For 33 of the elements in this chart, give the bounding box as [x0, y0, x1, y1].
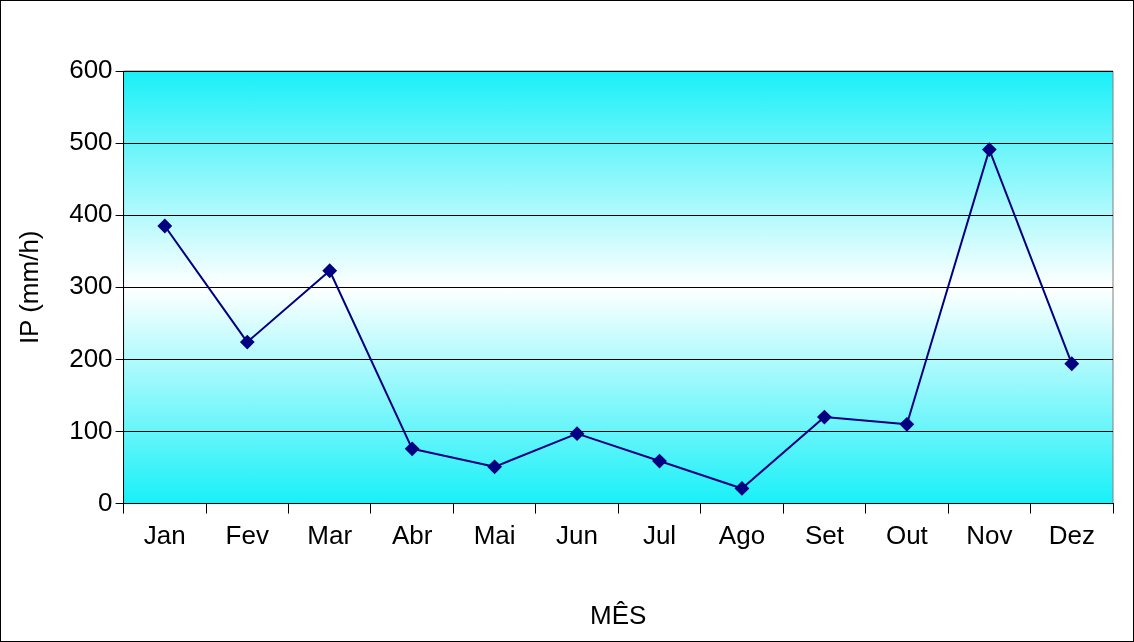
point — [899, 417, 914, 432]
point — [322, 263, 337, 278]
y-tick-label: 200 — [69, 342, 113, 373]
point — [487, 459, 502, 474]
x-tick-label: Set — [804, 520, 845, 551]
y-tick-label: 600 — [69, 54, 113, 85]
point — [734, 481, 749, 496]
point — [982, 142, 997, 157]
x-tick-label: Ago — [718, 520, 766, 551]
point — [570, 426, 585, 441]
x-tick-label: Mar — [307, 520, 353, 551]
y-axis-title: IP (mm/h) — [13, 230, 44, 345]
x-tick-label: Abr — [391, 520, 433, 551]
x-tick-label: Jul — [642, 520, 677, 551]
point — [817, 410, 832, 425]
x-tick-label: Mai — [473, 520, 516, 551]
point — [405, 441, 420, 456]
point — [157, 219, 172, 234]
y-tick-label: 300 — [69, 270, 113, 301]
point — [652, 454, 667, 469]
y-tick-label: 500 — [69, 126, 113, 157]
x-tick-label: Out — [885, 520, 929, 551]
x-tick-label: Dez — [1048, 520, 1095, 551]
point — [240, 335, 255, 350]
y-tick-label: 0 — [98, 486, 113, 517]
y-tick-label: 400 — [69, 198, 113, 229]
x-tick-label: Fev — [225, 520, 269, 551]
x-tick-label: Jun — [556, 520, 599, 551]
x-tick-label: Jan — [143, 520, 186, 551]
x-tick-label: Nov — [966, 520, 1013, 551]
point — [1064, 356, 1079, 371]
x-axis-title: MÊS — [590, 599, 647, 630]
y-tick-label: 100 — [69, 414, 113, 445]
